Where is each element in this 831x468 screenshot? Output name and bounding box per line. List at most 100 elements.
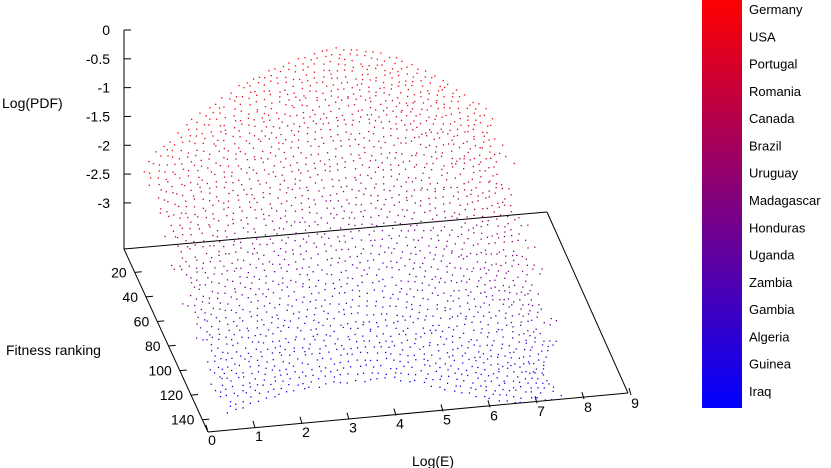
data-point bbox=[370, 202, 372, 205]
data-point bbox=[226, 215, 228, 217]
data-point bbox=[398, 235, 400, 237]
data-point bbox=[527, 293, 529, 295]
data-point bbox=[361, 65, 364, 68]
data-point bbox=[484, 380, 486, 382]
data-point bbox=[488, 139, 490, 141]
data-point bbox=[245, 140, 248, 142]
data-point bbox=[356, 267, 358, 269]
data-point bbox=[496, 253, 498, 255]
data-point bbox=[456, 217, 458, 219]
data-point bbox=[239, 282, 242, 284]
data-point bbox=[209, 153, 211, 155]
data-point bbox=[502, 284, 505, 287]
data-point bbox=[368, 118, 370, 120]
data-point bbox=[194, 244, 196, 246]
data-point bbox=[488, 167, 490, 169]
x-tick-label: 6 bbox=[490, 407, 498, 423]
data-point bbox=[298, 169, 300, 171]
data-point bbox=[330, 90, 332, 92]
data-point bbox=[301, 81, 303, 84]
data-point bbox=[366, 114, 369, 116]
data-point bbox=[368, 321, 370, 323]
data-point bbox=[450, 186, 452, 189]
data-point bbox=[466, 203, 469, 205]
data-point bbox=[532, 371, 535, 373]
data-point bbox=[472, 244, 475, 246]
data-point bbox=[406, 339, 409, 341]
data-point bbox=[407, 89, 410, 91]
data-point bbox=[482, 131, 484, 133]
data-point bbox=[479, 115, 481, 117]
data-point bbox=[401, 349, 404, 351]
data-point bbox=[388, 346, 390, 348]
data-point bbox=[250, 206, 252, 209]
data-point bbox=[468, 358, 470, 361]
data-point bbox=[337, 63, 340, 65]
data-point bbox=[457, 315, 459, 317]
data-point bbox=[388, 120, 391, 123]
data-point bbox=[288, 68, 290, 71]
data-point bbox=[397, 97, 399, 99]
data-point bbox=[406, 244, 409, 247]
data-point bbox=[464, 131, 466, 133]
data-point bbox=[382, 333, 384, 335]
data-point bbox=[269, 203, 271, 205]
data-point bbox=[371, 155, 373, 157]
data-point bbox=[230, 309, 233, 311]
data-point bbox=[287, 304, 289, 306]
data-point bbox=[401, 109, 403, 112]
data-point bbox=[444, 363, 446, 365]
data-point bbox=[232, 344, 234, 347]
data-point bbox=[400, 288, 403, 290]
data-point bbox=[268, 261, 271, 263]
data-point bbox=[463, 162, 465, 164]
data-point bbox=[336, 163, 338, 165]
data-point bbox=[466, 141, 468, 143]
data-point bbox=[358, 295, 361, 298]
z-tick-label: 0 bbox=[102, 22, 110, 38]
data-point bbox=[237, 199, 240, 201]
data-point bbox=[305, 241, 308, 243]
data-point bbox=[446, 352, 449, 354]
data-point bbox=[428, 177, 430, 179]
data-point bbox=[524, 348, 526, 351]
data-point bbox=[393, 359, 395, 361]
data-point bbox=[531, 319, 533, 321]
data-point bbox=[400, 380, 402, 382]
data-point bbox=[284, 348, 286, 351]
data-point bbox=[349, 145, 351, 147]
data-point bbox=[285, 158, 287, 160]
data-point bbox=[497, 202, 499, 204]
data-point bbox=[356, 341, 358, 343]
data-point bbox=[322, 92, 324, 94]
data-point bbox=[456, 281, 458, 284]
data-point bbox=[513, 162, 515, 165]
data-point bbox=[337, 96, 339, 98]
data-point bbox=[166, 211, 168, 213]
data-point bbox=[300, 330, 302, 332]
data-point bbox=[358, 143, 360, 146]
data-point bbox=[338, 303, 340, 305]
data-point bbox=[262, 192, 264, 194]
data-point bbox=[373, 126, 376, 128]
data-point bbox=[497, 353, 499, 356]
data-point bbox=[461, 355, 464, 357]
data-point bbox=[411, 63, 413, 66]
data-point bbox=[351, 211, 353, 214]
data-point bbox=[206, 320, 208, 322]
data-point bbox=[177, 132, 179, 134]
data-point bbox=[493, 340, 495, 342]
data-point bbox=[429, 342, 431, 344]
data-point bbox=[520, 291, 523, 293]
data-point bbox=[438, 239, 440, 242]
data-point bbox=[436, 99, 438, 102]
data-point bbox=[281, 289, 283, 291]
data-point bbox=[335, 249, 337, 251]
data-point bbox=[469, 148, 471, 150]
data-point bbox=[473, 315, 475, 318]
data-point bbox=[401, 60, 403, 63]
data-point bbox=[259, 243, 261, 246]
data-point bbox=[440, 336, 442, 338]
data-point bbox=[321, 269, 323, 271]
data-point bbox=[326, 222, 328, 224]
